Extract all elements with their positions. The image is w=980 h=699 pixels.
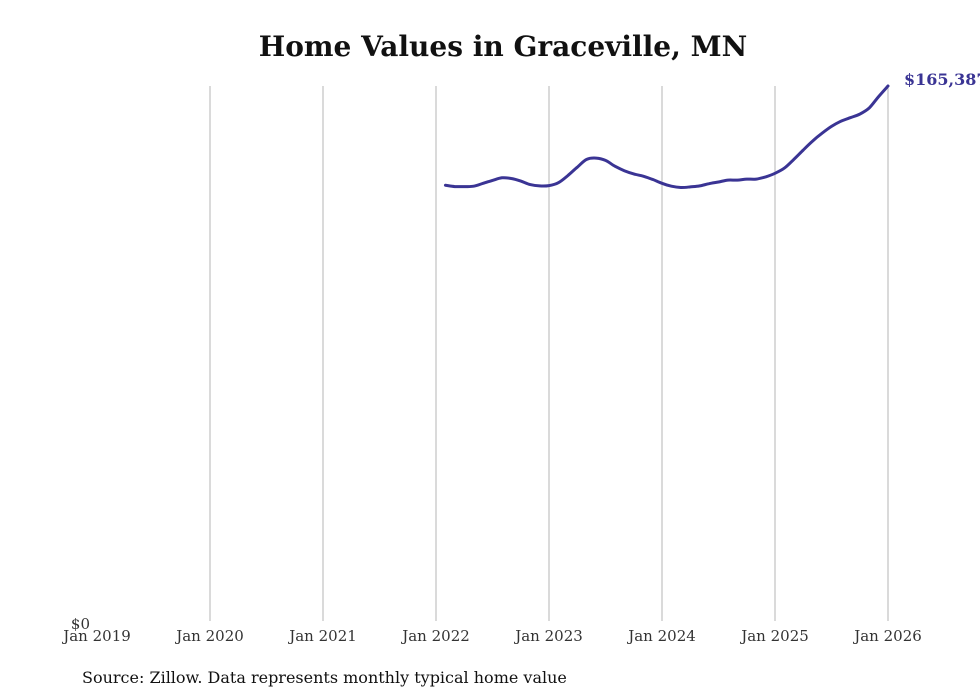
y-tick-label: $0	[71, 615, 90, 633]
series-line-0	[443, 84, 890, 190]
x-tick-label: Jan 2024	[626, 627, 696, 645]
gridlines	[209, 86, 889, 621]
x-tick-label: Jan 2022	[400, 627, 470, 645]
x-tick-label: Jan 2026	[852, 627, 922, 645]
x-tick-label: Jan 2023	[513, 627, 583, 645]
x-tick-label: Jan 2025	[739, 627, 809, 645]
x-tick-label: Jan 2020	[174, 627, 244, 645]
series: $165,387	[443, 70, 980, 190]
x-tick-label: Jan 2021	[287, 627, 357, 645]
source-note: Source: Zillow. Data represents monthly …	[82, 668, 567, 687]
axis-labels: Jan 2019 Jan 2020 Jan 2021 Jan 2022 Jan 2023…	[61, 615, 922, 645]
x-tick-label: Jan 2019	[61, 627, 131, 645]
chart-title: Home Values in Graceville, MN	[258, 30, 748, 63]
end-value-label: $165,387	[904, 70, 980, 89]
